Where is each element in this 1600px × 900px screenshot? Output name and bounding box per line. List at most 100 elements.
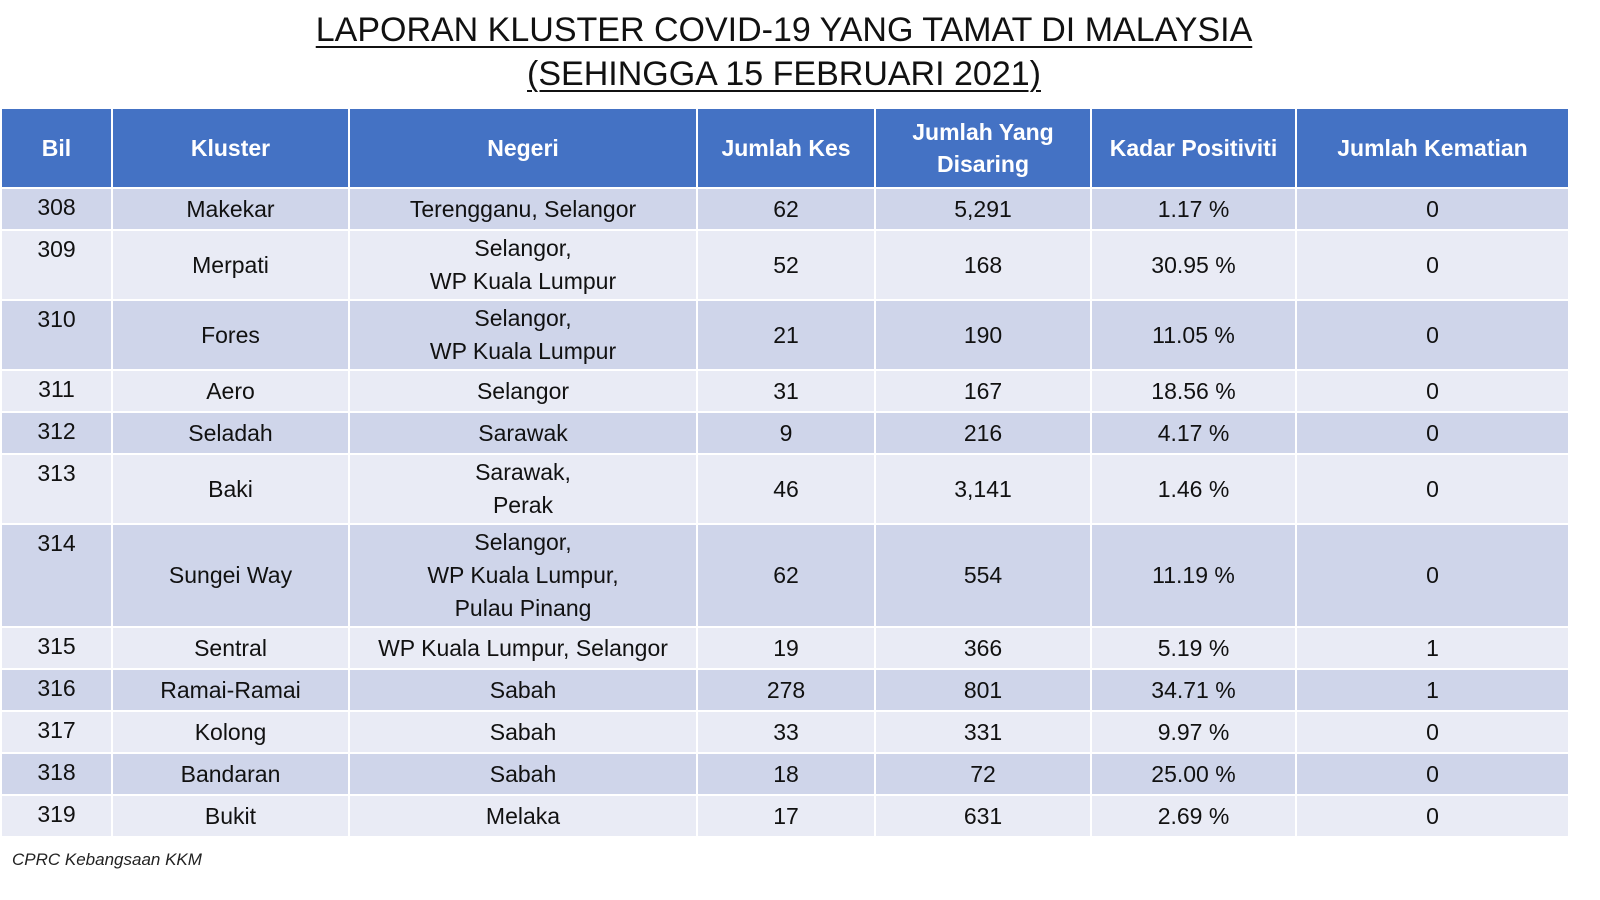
cluster-table: Bil Kluster Negeri Jumlah Kes Jumlah Yan… [0,107,1570,838]
cell-negeri: Terengganu, Selangor [348,187,698,231]
cell-bil: 316 [0,668,113,712]
cell-kluster: Fores [111,299,350,371]
cell-jumlah-disaring: 167 [874,369,1092,413]
cell-kluster: Baki [111,453,350,525]
cell-negeri: Selangor, WP Kuala Lumpur [348,299,698,371]
cell-jumlah-disaring: 801 [874,668,1092,712]
negeri-line: Terengganu, Selangor [409,195,637,222]
cell-jumlah-kematian: 0 [1295,523,1570,628]
header-kluster: Kluster [111,107,350,189]
cell-jumlah-disaring: 331 [874,710,1092,754]
negeri-line: Selangor, [474,529,572,555]
cell-kadar-positiviti: 2.69 % [1090,794,1297,838]
table-row: 314 Sungei Way Selangor, WP Kuala Lumpur, Pu… [0,523,1570,628]
table-row: 310 Fores Selangor, WP Kuala Lumpur 21 190 11.… [0,299,1570,371]
cell-kluster: Bandaran [111,752,350,796]
cell-jumlah-kematian: 0 [1295,299,1570,371]
cell-kadar-positiviti: 4.17 % [1090,411,1297,455]
cell-jumlah-kes: 278 [696,668,876,712]
table-row: 308 Makekar Terengganu, Selangor 62 5,291 1.1… [0,187,1570,231]
header-kadar-positiviti: Kadar Positiviti [1090,107,1297,189]
cell-jumlah-kematian: 1 [1295,626,1570,670]
cell-bil: 318 [0,752,113,796]
cell-kadar-positiviti: 9.97 % [1090,710,1297,754]
negeri-line: Perak [492,492,554,518]
table-row: 319 Bukit Melaka 17 631 2.69 % 0 [0,794,1570,838]
cell-kadar-positiviti: 11.19 % [1090,523,1297,628]
cell-bil: 309 [0,229,113,301]
cell-negeri: Selangor, WP Kuala Lumpur, Pulau Pinang [348,523,698,628]
title-line-1: LAPORAN KLUSTER COVID-19 YANG TAMAT DI M… [315,11,1253,49]
cell-jumlah-kematian: 0 [1295,229,1570,301]
cell-jumlah-kes: 31 [696,369,876,413]
cell-kluster: Bukit [111,794,350,838]
cell-bil: 313 [0,453,113,525]
cell-jumlah-disaring: 366 [874,626,1092,670]
cell-jumlah-kematian: 0 [1295,369,1570,413]
cell-bil: 315 [0,626,113,670]
cell-kadar-positiviti: 11.05 % [1090,299,1297,371]
cell-negeri: Sarawak, Perak [348,453,698,525]
table-row: 311 Aero Selangor 31 167 18.56 % 0 [0,369,1570,413]
header-jumlah-kes: Jumlah Kes [696,107,876,189]
cell-bil: 311 [0,369,113,413]
table-row: 316 Ramai-Ramai Sabah 278 801 34.71 % 1 [0,668,1570,712]
negeri-line: WP Kuala Lumpur [429,338,617,364]
cell-jumlah-kes: 62 [696,187,876,231]
negeri-line: Selangor, [474,305,572,331]
negeri-line: Sabah [489,760,557,787]
table-row: 312 Seladah Sarawak 9 216 4.17 % 0 [0,411,1570,455]
cell-kadar-positiviti: 5.19 % [1090,626,1297,670]
cell-jumlah-kes: 9 [696,411,876,455]
source-note: CPRC Kebangsaan KKM [12,850,202,869]
cell-jumlah-kes: 46 [696,453,876,525]
header-jumlah-disaring: Jumlah Yang Disaring [874,107,1092,189]
cell-jumlah-kes: 33 [696,710,876,754]
negeri-line: Selangor [476,377,570,404]
cell-kadar-positiviti: 34.71 % [1090,668,1297,712]
table-header-row: Bil Kluster Negeri Jumlah Kes Jumlah Yan… [0,107,1570,189]
negeri-line: Selangor, [474,235,572,261]
cell-kluster: Sungei Way [111,523,350,628]
cell-jumlah-kematian: 0 [1295,453,1570,525]
cell-negeri: Sarawak [348,411,698,455]
cell-kadar-positiviti: 1.46 % [1090,453,1297,525]
table-row: 315 Sentral WP Kuala Lumpur, Selangor 19 366… [0,626,1570,670]
cell-negeri: Melaka [348,794,698,838]
cell-jumlah-kes: 18 [696,752,876,796]
cell-jumlah-disaring: 631 [874,794,1092,838]
cell-jumlah-kes: 62 [696,523,876,628]
cell-jumlah-kes: 19 [696,626,876,670]
cell-jumlah-kematian: 0 [1295,710,1570,754]
cell-jumlah-kematian: 0 [1295,187,1570,231]
cell-jumlah-disaring: 3,141 [874,453,1092,525]
cell-kluster: Makekar [111,187,350,231]
cell-kluster: Merpati [111,229,350,301]
cell-kluster: Seladah [111,411,350,455]
cell-jumlah-disaring: 190 [874,299,1092,371]
cell-jumlah-disaring: 554 [874,523,1092,628]
cell-jumlah-kematian: 0 [1295,752,1570,796]
cell-negeri: Sabah [348,710,698,754]
cell-bil: 319 [0,794,113,838]
cell-jumlah-disaring: 216 [874,411,1092,455]
cell-jumlah-kes: 17 [696,794,876,838]
cell-negeri: Sabah [348,668,698,712]
cell-kluster: Kolong [111,710,350,754]
header-negeri: Negeri [348,107,698,189]
cell-kadar-positiviti: 1.17 % [1090,187,1297,231]
cell-kluster: Aero [111,369,350,413]
cell-jumlah-kes: 21 [696,299,876,371]
cell-jumlah-disaring: 168 [874,229,1092,301]
negeri-line: WP Kuala Lumpur, Selangor [378,634,668,661]
negeri-line: Sabah [489,676,557,703]
cell-jumlah-kematian: 1 [1295,668,1570,712]
cell-kadar-positiviti: 25.00 % [1090,752,1297,796]
cell-negeri: Sabah [348,752,698,796]
header-bil: Bil [0,107,113,189]
cell-jumlah-kematian: 0 [1295,794,1570,838]
cell-kluster: Sentral [111,626,350,670]
negeri-line: Sarawak [478,419,568,446]
negeri-line: WP Kuala Lumpur, [427,562,619,588]
cell-jumlah-disaring: 72 [874,752,1092,796]
